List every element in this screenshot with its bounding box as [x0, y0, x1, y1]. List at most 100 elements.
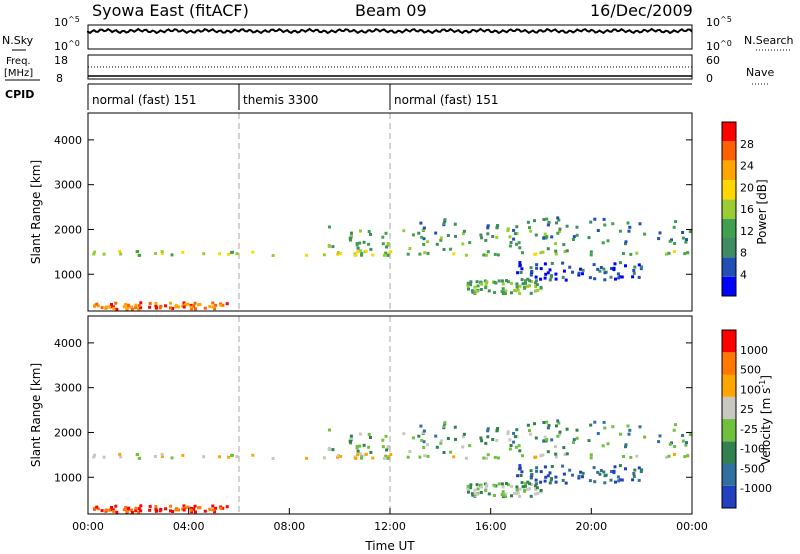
power-echo-cell — [369, 233, 372, 236]
velocity-echo-cell — [500, 482, 504, 486]
velocity-echo-cell — [202, 455, 206, 459]
velocity-echo-cell — [111, 508, 115, 512]
velocity-echo-cell — [136, 453, 140, 456]
velocity-echo-cell — [513, 435, 517, 439]
velocity-echo-cell — [581, 471, 585, 475]
power-echo-cell — [521, 251, 524, 255]
power-echo-cell — [611, 222, 615, 226]
power-echo-cell — [211, 301, 215, 305]
power-echo-cell — [614, 277, 617, 281]
power-echo-cell — [518, 291, 522, 295]
velocity-echo-cell — [572, 438, 576, 442]
power-echo-cell — [548, 278, 552, 282]
power-echo-cell — [640, 265, 644, 269]
noise-left-tick-bottom: 10^0 — [54, 39, 80, 53]
velocity-echo-cell — [515, 445, 518, 449]
power-echo-cell — [612, 266, 616, 270]
velocity-echo-cell — [305, 456, 309, 460]
velocity-echo-cell — [197, 506, 201, 510]
velocity-echo-cell — [227, 455, 231, 459]
velocity-echo-cell — [616, 475, 620, 479]
velocity-echo-cell — [534, 436, 538, 440]
power-echo-cell — [561, 275, 565, 279]
velocity-echo-cell — [491, 438, 495, 441]
power-echo-cell — [568, 265, 572, 269]
velocity-echo-cell — [381, 445, 385, 449]
power-echo-cell — [587, 236, 591, 240]
power-echo-cell — [596, 229, 600, 232]
velocity-echo-cell — [535, 486, 539, 490]
power-echo-cell — [601, 241, 605, 245]
power-echo-cell — [530, 270, 534, 273]
velocity-echo-cell — [360, 456, 363, 460]
velocity-echo-cell — [638, 425, 642, 429]
power-echo-cell — [484, 286, 488, 290]
velocity-colorbar-tick: 25 — [740, 403, 754, 416]
power-echo-cell — [175, 304, 178, 308]
velocity-echo-cell — [138, 456, 142, 460]
velocity-echo-cell — [482, 456, 486, 460]
power-echo-cell — [389, 250, 393, 253]
power-echo-cell — [183, 303, 187, 307]
power-echo-cell — [221, 303, 225, 307]
power-echo-cell — [381, 242, 385, 246]
velocity-echo-cell — [539, 470, 543, 474]
power-echo-cell — [546, 223, 550, 227]
power-echo-cell — [402, 229, 406, 233]
power-echo-cell — [593, 277, 597, 281]
velocity-echo-cell — [467, 490, 470, 494]
velocity-echo-cell — [360, 455, 364, 459]
velocity-echo-cell — [386, 456, 390, 460]
velocity-echo-cell — [127, 506, 131, 510]
power-echo-cell — [426, 240, 430, 244]
velocity-colorbar-tick: 500 — [740, 364, 761, 377]
power-echo-cell — [467, 287, 470, 291]
power-echo-cell — [533, 219, 536, 223]
power-echo-cell — [588, 276, 592, 280]
power-echo-cell — [517, 241, 521, 245]
velocity-echo-cell — [572, 441, 575, 444]
power-echo-cell — [137, 304, 141, 308]
power-echo-cell — [520, 278, 524, 282]
velocity-echo-cell — [331, 448, 335, 452]
date-title: 16/Dec/2009 — [590, 1, 693, 20]
power-echo-cell — [516, 271, 520, 275]
power-echo-cell — [539, 277, 543, 281]
velocity-echo-cell — [129, 508, 133, 512]
velocity-echo-cell — [148, 508, 152, 512]
velocity-y-tick-label: 2000 — [54, 426, 82, 439]
velocity-echo-cell — [485, 456, 489, 460]
x-tick-label: 04:00 — [173, 520, 205, 533]
power-echo-cell — [575, 233, 579, 237]
power-echo-cell — [479, 288, 483, 291]
velocity-echo-cell — [518, 464, 522, 468]
velocity-echo-cell — [684, 443, 688, 447]
velocity-echo-cell — [606, 442, 610, 446]
power-echo-cell — [235, 252, 239, 256]
velocity-echo-cell — [521, 485, 525, 489]
power-echo-cell — [534, 285, 538, 288]
power-echo-cell — [557, 218, 561, 222]
velocity-echo-cell — [118, 452, 122, 456]
velocity-echo-cell — [358, 444, 362, 448]
velocity-echo-cell — [124, 505, 128, 509]
velocity-echo-cell — [339, 454, 343, 458]
noise-right-tick-bottom: 10^0 — [706, 39, 732, 53]
power-echo-cell — [509, 241, 513, 244]
velocity-echo-cell — [181, 453, 185, 457]
velocity-echo-cell — [622, 455, 625, 458]
power-echo-cell — [473, 289, 477, 293]
power-echo-cell — [480, 236, 484, 240]
velocity-echo-cell — [349, 434, 353, 438]
power-echo-cell — [520, 267, 524, 271]
velocity-echo-cell — [529, 494, 533, 498]
velocity-echo-cell — [122, 508, 126, 512]
velocity-echo-cell — [130, 510, 134, 514]
velocity-echo-cell — [609, 478, 613, 482]
power-echo-cell — [544, 272, 548, 276]
power-echo-cell — [543, 262, 547, 266]
velocity-echo-cell — [406, 455, 410, 459]
power-colorbar-swatch — [722, 160, 736, 180]
power-colorbar-swatch — [722, 257, 736, 277]
velocity-echo-cell — [558, 433, 561, 436]
